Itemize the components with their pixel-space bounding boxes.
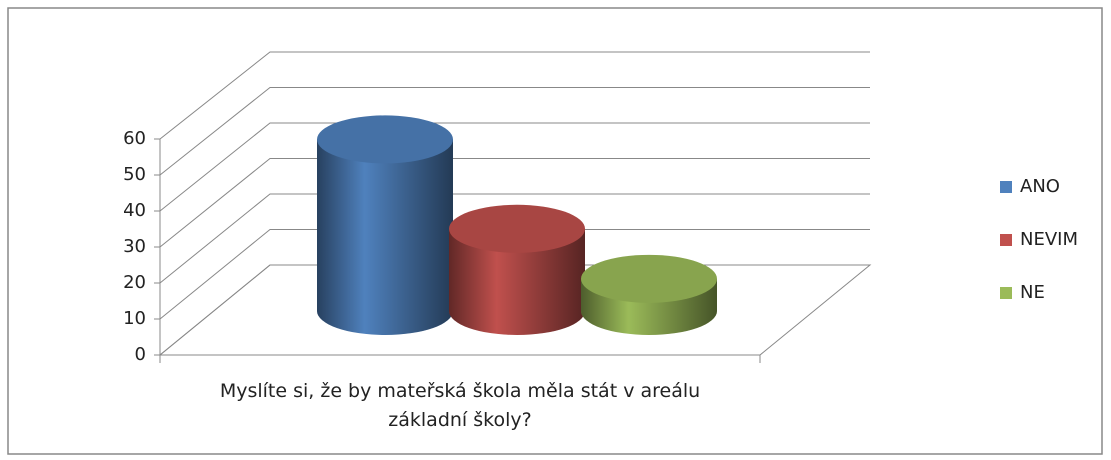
y-tick-label: 60 bbox=[123, 128, 146, 149]
legend-label: NEVIM bbox=[1020, 229, 1078, 250]
y-tick-label: 30 bbox=[123, 236, 146, 257]
legend-swatch bbox=[1000, 234, 1012, 246]
legend-swatch bbox=[1000, 287, 1012, 299]
bar-top bbox=[317, 115, 453, 164]
x-category-label: Myslíte si, že by mateřská škola měla st… bbox=[219, 380, 701, 431]
cylinder bbox=[449, 204, 585, 335]
grid-line bbox=[159, 193, 870, 284]
bar-top bbox=[581, 254, 717, 303]
grid-line bbox=[159, 158, 870, 248]
grid-line bbox=[159, 122, 870, 212]
legend-label: ANO bbox=[1020, 176, 1060, 197]
bar-top bbox=[449, 204, 585, 253]
bar-top-shade bbox=[317, 115, 453, 164]
y-tick-label: 40 bbox=[123, 200, 146, 221]
legend-label: NE bbox=[1020, 282, 1045, 303]
bar-shade bbox=[449, 228, 585, 335]
bar-shade bbox=[317, 139, 453, 335]
chart-frame bbox=[7, 7, 1103, 455]
grid-line bbox=[159, 229, 870, 320]
legend-swatch bbox=[1000, 181, 1012, 193]
grid-line bbox=[159, 51, 870, 140]
bar-top-shade bbox=[449, 204, 585, 253]
y-tick-label: 10 bbox=[123, 308, 146, 329]
y-tick-label: 0 bbox=[135, 344, 146, 365]
cylinder bbox=[317, 115, 453, 335]
cylinder bbox=[581, 254, 717, 335]
y-tick-label: 20 bbox=[123, 272, 146, 293]
bar-top-shade bbox=[581, 254, 717, 303]
grid-line bbox=[159, 87, 870, 176]
y-tick-label: 50 bbox=[123, 164, 146, 185]
